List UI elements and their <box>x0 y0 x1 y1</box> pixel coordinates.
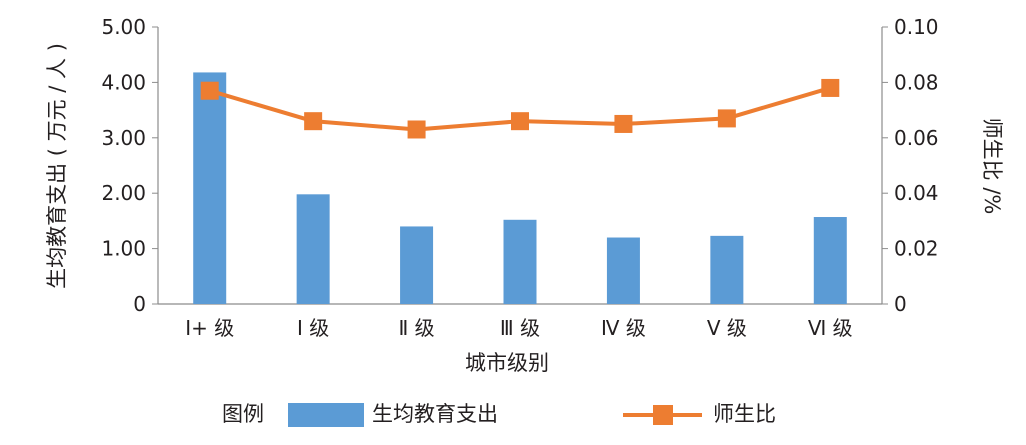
line-marker <box>511 112 529 131</box>
bars-group <box>193 72 847 304</box>
line-marker <box>200 81 219 100</box>
bar <box>813 217 847 304</box>
y-left-tick-label: 2.00 <box>101 181 146 205</box>
x-tick-label: Ⅰ 级 <box>297 316 329 340</box>
x-tick-label: Ⅱ 级 <box>398 316 434 340</box>
x-tick-label: Ⅵ 级 <box>808 316 853 340</box>
legend: 图例 生均教育支出 师生比 <box>222 402 776 427</box>
x-axis-title: 城市级别 <box>465 351 549 375</box>
line-marker <box>614 114 633 133</box>
y-right-tick-label: 0.06 <box>894 126 939 150</box>
legend-label-line: 师生比 <box>713 402 776 426</box>
y-right-tick-label: 0 <box>894 292 907 316</box>
x-tick-label: Ⅲ 级 <box>500 316 540 340</box>
legend-swatch-marker <box>653 405 673 425</box>
legend-swatch-bar <box>288 403 364 427</box>
y-axis-right-title: 师生比 /% <box>980 118 1004 215</box>
line-marker <box>407 120 426 139</box>
x-tick-label: Ⅳ 级 <box>601 316 646 340</box>
y-right-tick-label: 0.10 <box>894 15 939 39</box>
bar <box>710 235 744 304</box>
y-right-tick-label: 0.08 <box>894 70 939 94</box>
y-left-tick-label: 4.00 <box>101 70 146 94</box>
bar <box>400 226 434 304</box>
legend-title: 图例 <box>222 402 264 426</box>
x-tick-label: Ⅰ+ 级 <box>185 316 234 340</box>
ticks-group: 0 1.00 2.00 3.00 4.00 5.00 0 0.02 0.04 0.06 0.08 0.… <box>101 15 938 340</box>
line-marker <box>304 112 323 131</box>
bar <box>296 194 330 304</box>
line-series-group <box>200 78 840 139</box>
y-right-tick-label: 0.02 <box>894 237 939 261</box>
legend-label-bar: 生均教育支出 <box>372 402 498 426</box>
x-tick-label: Ⅴ 级 <box>707 316 747 340</box>
bar <box>606 237 640 304</box>
y-right-tick-label: 0.04 <box>894 181 939 205</box>
line-marker <box>717 109 736 128</box>
bar <box>503 219 537 304</box>
y-left-tick-label: 5.00 <box>101 15 146 39</box>
y-left-tick-label: 1.00 <box>101 237 146 261</box>
bar <box>193 72 227 304</box>
y-left-tick-label: 3.00 <box>101 126 146 150</box>
line-marker <box>821 78 840 97</box>
y-left-tick-label: 0 <box>133 292 146 316</box>
y-axis-left-title: 生均教育支出 ( 万元 / 人 ) <box>45 43 69 289</box>
